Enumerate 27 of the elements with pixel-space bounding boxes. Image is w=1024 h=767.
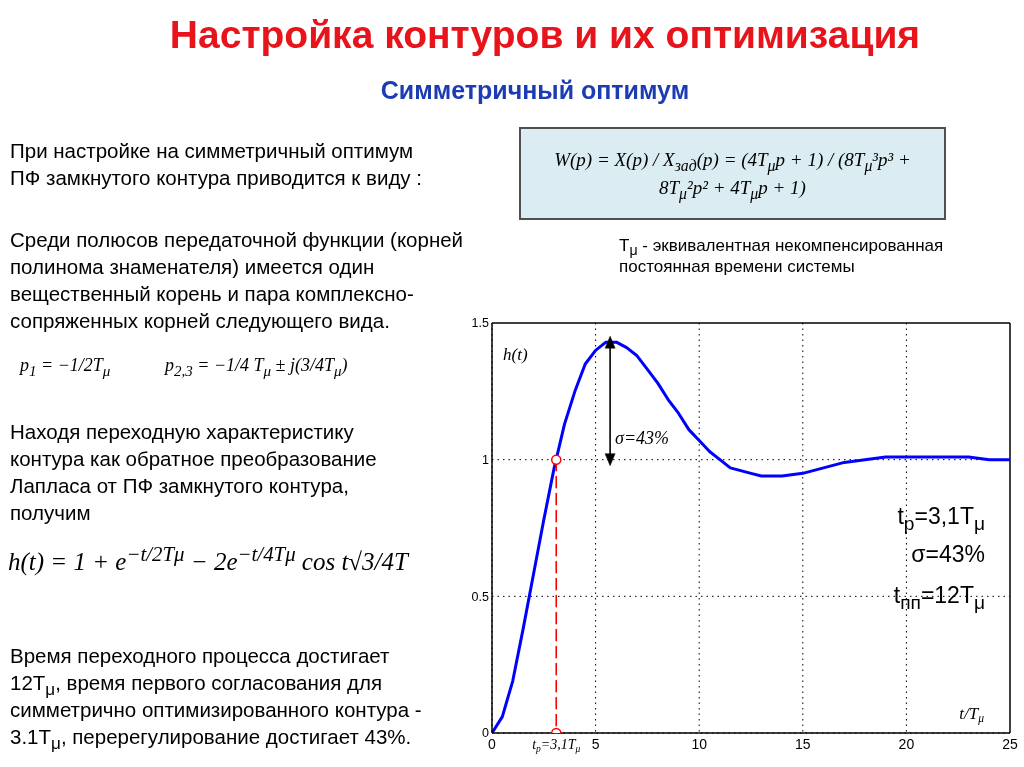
annotation: σ=43% (615, 427, 670, 448)
annotation: t$_{пп}$=12T$_{μ}$ (893, 582, 985, 613)
x-tick-label: 15 (795, 735, 811, 752)
x-tick-label: 10 (691, 735, 708, 752)
y-tick-label: 1 (482, 453, 490, 468)
text: Среди полюсов передаточной функции (корней полинома знаменателя) имеется один вещественный корень и пара комплексно-сопряженных корней следующего вида. (10, 228, 464, 332)
x-tick-label: 20 (898, 735, 915, 752)
text: При настройке на симметричный оптимум ПФ замкнутого контура приводится к виду : (10, 139, 422, 189)
y-tick-label: 1.5 (471, 316, 490, 331)
text: p$_{1}$ = −1/2T$_{μ}$ (20, 355, 111, 379)
text: Время переходного процесса достигает 12T$_{μ}$, время первого согласования для симметрично оптимизированного контура - 3.1T$_{μ}$, перерегулирование достигает 43%. (10, 644, 422, 754)
point (550, 454, 562, 465)
text: Находя переходную характеристику контура как обратное преобразование Лапласа от ПФ замкнутого контура, получим (10, 420, 377, 524)
text: T$_{μ}$ - эквивалентная некомпенсированная постоянная времени системы (619, 236, 944, 276)
chart-title: Настройка контуров и их оптимизация (169, 13, 921, 56)
chart-subtitle: Симметричный оптимум (380, 76, 690, 104)
x-tick-label: 25 (1002, 735, 1018, 752)
text: p$_{2,3}$ = −1/4 T$_{μ}$ ± j(3/4T$_{μ}$) (165, 355, 348, 379)
y-axis-title: h(t) (503, 345, 528, 364)
x-tick-label: t$_{p}$=3,1T$_{μ}$ (532, 736, 581, 754)
text: W(p) = X(p) / X$_{зад}$(p) = (4T$_{μ}$p + 1) / (8T$_{μ}$³p³ + 8T$_{μ}$²p² + 4T$_{μ}$p + 1) (554, 148, 911, 202)
y-tick-label: 0.5 (471, 589, 490, 604)
text: h(t) = 1 + e$^{−t/2Tμ}$ − 2e$^{−t/4Tμ}$ cos t√3/4T (8, 541, 408, 575)
annotation: σ=43% (911, 541, 985, 567)
x-axis-title: t/T$_{μ}$ (959, 704, 985, 726)
x-tick-label: 5 (591, 735, 600, 752)
annotation: t$_{p}$=3,1T$_{μ}$ (897, 503, 985, 534)
